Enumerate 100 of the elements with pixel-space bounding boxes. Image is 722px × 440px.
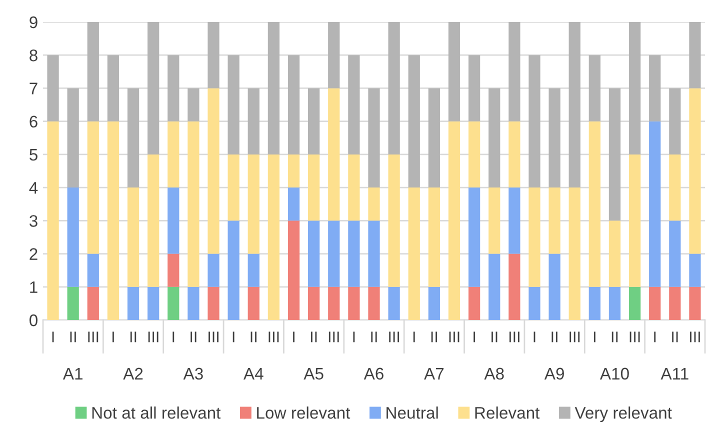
bar	[468, 121, 480, 188]
bar	[508, 22, 520, 122]
x-tick-label: I	[112, 332, 114, 342]
bar	[168, 254, 180, 287]
bar	[208, 22, 220, 88]
x-tick-label: III	[449, 332, 460, 342]
bar	[168, 286, 180, 320]
x-tick-label: III	[328, 332, 339, 342]
bar	[127, 188, 140, 287]
x-tick-label: III	[389, 332, 400, 342]
bar	[408, 188, 420, 320]
bar	[348, 220, 360, 287]
bar	[288, 220, 300, 320]
legend-label: Relevant	[475, 406, 540, 419]
x-tick-label: I	[232, 332, 234, 342]
bar	[268, 154, 280, 320]
x-tick-label: III	[148, 332, 158, 342]
x-tick-label: II	[310, 332, 317, 342]
bar	[348, 154, 360, 221]
y-tick-label: 2	[30, 248, 38, 260]
x-tick-label: II	[70, 332, 76, 342]
legend-label: Low relevant	[257, 406, 350, 419]
text: A2	[123, 368, 143, 380]
y-tick-label: 5	[30, 149, 38, 161]
bar	[548, 254, 560, 320]
bar	[148, 286, 160, 320]
bar	[288, 154, 300, 188]
bar	[47, 55, 59, 122]
x-tick-label: I	[654, 332, 656, 342]
bar	[468, 286, 480, 320]
y-tick-label: 9	[30, 16, 38, 28]
bar	[608, 88, 621, 221]
text: A8	[484, 368, 504, 380]
x-tick-label: III	[88, 332, 98, 342]
bar	[689, 22, 701, 88]
bar	[689, 286, 701, 320]
bar	[308, 220, 320, 287]
bar	[548, 188, 560, 254]
bar	[368, 188, 380, 221]
bar	[628, 154, 641, 287]
bar	[248, 154, 260, 254]
bar	[248, 286, 260, 320]
bar	[308, 286, 320, 320]
bar	[548, 88, 560, 188]
bar	[488, 188, 500, 254]
bar	[608, 286, 621, 320]
x-tick-label: I	[52, 332, 54, 342]
x-tick-label: II	[492, 332, 498, 342]
x-tick-label: I	[534, 332, 536, 342]
bar	[328, 88, 340, 221]
bar	[328, 220, 340, 287]
bar	[67, 188, 79, 287]
bar	[669, 154, 681, 221]
x-tick-label: II	[250, 332, 256, 342]
bar	[208, 88, 220, 254]
text: A3	[183, 368, 203, 380]
x-tick-label: III	[268, 332, 279, 342]
y-tick-label: 8	[30, 50, 38, 62]
bar	[508, 254, 520, 320]
bar	[428, 286, 440, 320]
bar	[649, 286, 661, 320]
bar	[87, 121, 99, 254]
x-tick-label: I	[172, 332, 174, 342]
x-tick-label: II	[552, 332, 558, 342]
bar	[568, 188, 580, 320]
x-tick-label: III	[208, 332, 218, 342]
legend-label: Not at all relevant	[92, 406, 221, 419]
x-tick-label: III	[570, 332, 580, 342]
text: A11	[660, 368, 688, 380]
bar	[628, 22, 641, 154]
text: A6	[364, 368, 384, 380]
bar	[328, 286, 340, 320]
bar	[568, 22, 580, 188]
bar	[588, 55, 600, 122]
bar	[508, 121, 520, 188]
text: A1	[62, 368, 82, 380]
bar	[127, 88, 140, 188]
x-tick-label: I	[413, 332, 415, 342]
y-tick-label: 4	[29, 182, 38, 194]
y-tick-label: 6	[30, 116, 38, 128]
x-tick-label: II	[190, 332, 196, 342]
bar	[528, 55, 540, 188]
bar	[689, 254, 701, 287]
bar	[107, 55, 120, 122]
bar	[268, 22, 280, 154]
bar	[448, 121, 460, 320]
bar	[528, 188, 540, 287]
bar	[388, 22, 400, 154]
bar	[87, 254, 99, 287]
bar	[628, 286, 641, 320]
bar	[148, 154, 160, 287]
x-tick-label: II	[371, 332, 377, 342]
x-tick-label: III	[630, 332, 640, 342]
bar	[67, 286, 79, 320]
x-tick-label: III	[690, 332, 700, 342]
x-tick-label: I	[293, 332, 294, 342]
legend-label: Very relevant	[574, 406, 672, 422]
bar	[288, 55, 300, 154]
bar	[588, 121, 600, 287]
legend-label: Neutral	[386, 406, 438, 419]
